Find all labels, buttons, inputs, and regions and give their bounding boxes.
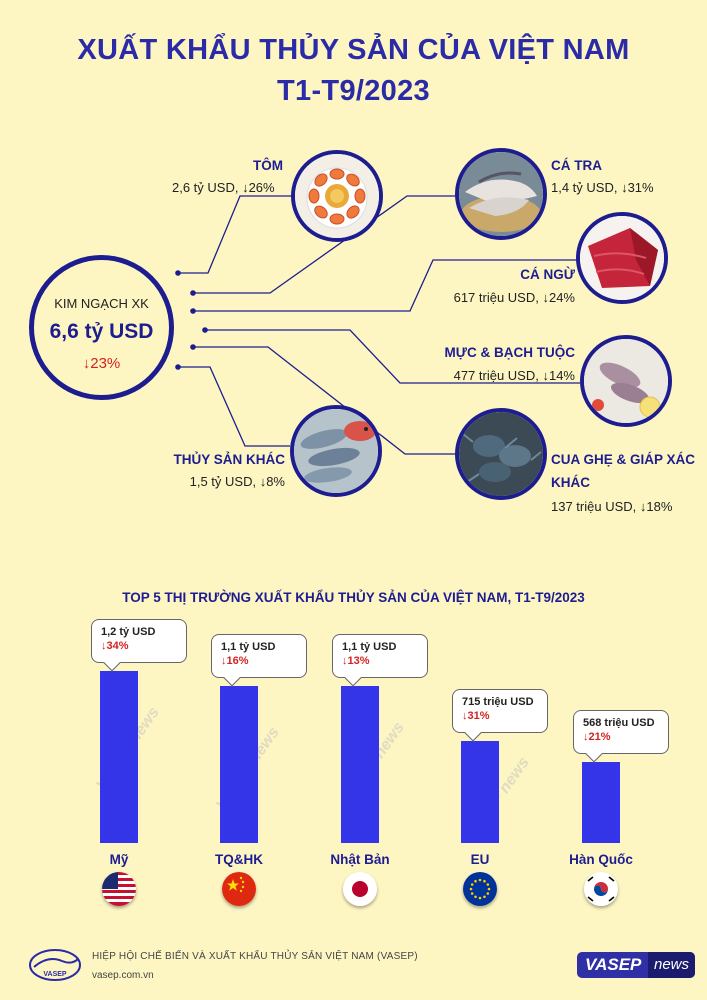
product-value-ca-tra: 1,4 tỷ USD, ↓31% <box>551 180 654 195</box>
connector-ca-ngu <box>193 259 578 312</box>
data-label-eu: 715 triệu USD ↓31% <box>452 689 548 733</box>
data-label-change: ↓21% <box>583 731 611 743</box>
footer-organization: HIỆP HỘI CHẾ BIẾN VÀ XUẤT KHẨU THỦY SẢN … <box>92 951 418 962</box>
category-label-nhat-ban: Nhật Bản <box>330 852 390 867</box>
badge-brand: VASEP <box>585 955 642 974</box>
product-name-thuy-san-khac: THỦY SẢN KHÁC <box>173 452 285 467</box>
product-value-muc-bach-tuoc: 477 triệu USD, ↓14% <box>453 368 575 383</box>
product-name-cua-ghe-line1: CUA GHẸ & GIÁP XÁC <box>551 452 696 467</box>
data-label-value: 1,1 tỷ USD <box>221 641 276 653</box>
vasep-logo: VASEP <box>29 949 81 981</box>
data-label-han-quoc: 568 triệu USD ↓21% <box>573 710 669 754</box>
total-export-hub: KIM NGẠCH XK 6,6 tỷ USD ↓23% <box>29 255 174 400</box>
data-label-change: ↓13% <box>342 655 370 667</box>
pangasius-image <box>455 148 547 240</box>
data-label-my: 1,2 tỷ USD ↓34% <box>91 619 187 663</box>
vasep-news-badge: VASEP news <box>577 952 695 978</box>
category-label-tq-hk: TQ&HK <box>215 852 263 867</box>
data-label-nhat-ban: 1,1 tỷ USD ↓13% <box>332 634 428 678</box>
data-label-value: 1,1 tỷ USD <box>342 641 397 653</box>
eu-flag-icon <box>463 872 497 906</box>
product-name-cua-ghe-line2: KHÁC <box>551 475 590 490</box>
data-label-value: 715 triệu USD <box>462 696 534 708</box>
data-label-change: ↓16% <box>221 655 249 667</box>
shrimp-image <box>291 150 383 242</box>
page-subtitle-period: T1-T9/2023 <box>277 75 430 107</box>
crab-image <box>455 408 547 500</box>
connector-muc <box>205 329 580 384</box>
connector-tom <box>178 195 300 274</box>
japan-flag-icon <box>343 872 377 906</box>
data-label-tq-hk: 1,1 tỷ USD ↓16% <box>211 634 307 678</box>
fish-image <box>290 405 382 497</box>
china-flag-icon <box>222 872 256 906</box>
product-name-tom: TÔM <box>253 158 283 173</box>
product-value-ca-ngu: 617 triệu USD, ↓24% <box>453 290 575 305</box>
product-value-tom: 2,6 tỷ USD, ↓26% <box>172 180 275 195</box>
korea-flag-icon <box>584 872 618 906</box>
category-label-han-quoc: Hàn Quốc <box>569 852 633 867</box>
category-label-my: Mỹ <box>109 852 129 867</box>
product-name-ca-tra: CÁ TRA <box>551 158 602 173</box>
product-value-cua-ghe: 137 triệu USD, ↓18% <box>551 499 673 514</box>
bar-eu <box>461 741 499 843</box>
badge-word: news <box>648 952 695 978</box>
data-label-value: 1,2 tỷ USD <box>101 626 156 638</box>
connector-thuy-san-khac <box>178 366 290 447</box>
chart-title: TOP 5 THỊ TRƯỜNG XUẤT KHẨU THỦY SẢN CỦA … <box>122 590 585 605</box>
bar-han-quoc <box>582 762 620 843</box>
hub-change: ↓23% <box>82 355 121 372</box>
bar-my <box>100 671 138 843</box>
data-label-value: 568 triệu USD <box>583 717 655 729</box>
data-label-change: ↓34% <box>101 640 129 652</box>
connector-ca-tra <box>193 195 460 294</box>
connector-lines <box>175 195 580 455</box>
hub-label: KIM NGẠCH XK <box>54 296 149 311</box>
data-label-change: ↓31% <box>462 710 490 722</box>
category-label-eu: EU <box>470 852 490 867</box>
bar-nhat-ban <box>341 686 379 843</box>
product-value-thuy-san-khac: 1,5 tỷ USD, ↓8% <box>189 474 285 489</box>
hub-value: 6,6 tỷ USD <box>49 320 154 343</box>
page-title: XUẤT KHẨU THỦY SẢN CỦA VIỆT NAM <box>77 34 630 66</box>
product-name-ca-ngu: CÁ NGỪ <box>520 267 575 282</box>
bar-tq-hk <box>220 686 258 843</box>
tuna-image <box>576 212 668 304</box>
footer-url[interactable]: vasep.com.vn <box>92 970 154 981</box>
connector-cua-ghe <box>193 346 460 455</box>
squid-image <box>580 335 672 427</box>
logo-text: VASEP <box>43 971 67 978</box>
product-name-muc-bach-tuoc: MỰC & BẠCH TUỘC <box>444 345 575 360</box>
usa-flag-icon <box>102 872 136 906</box>
